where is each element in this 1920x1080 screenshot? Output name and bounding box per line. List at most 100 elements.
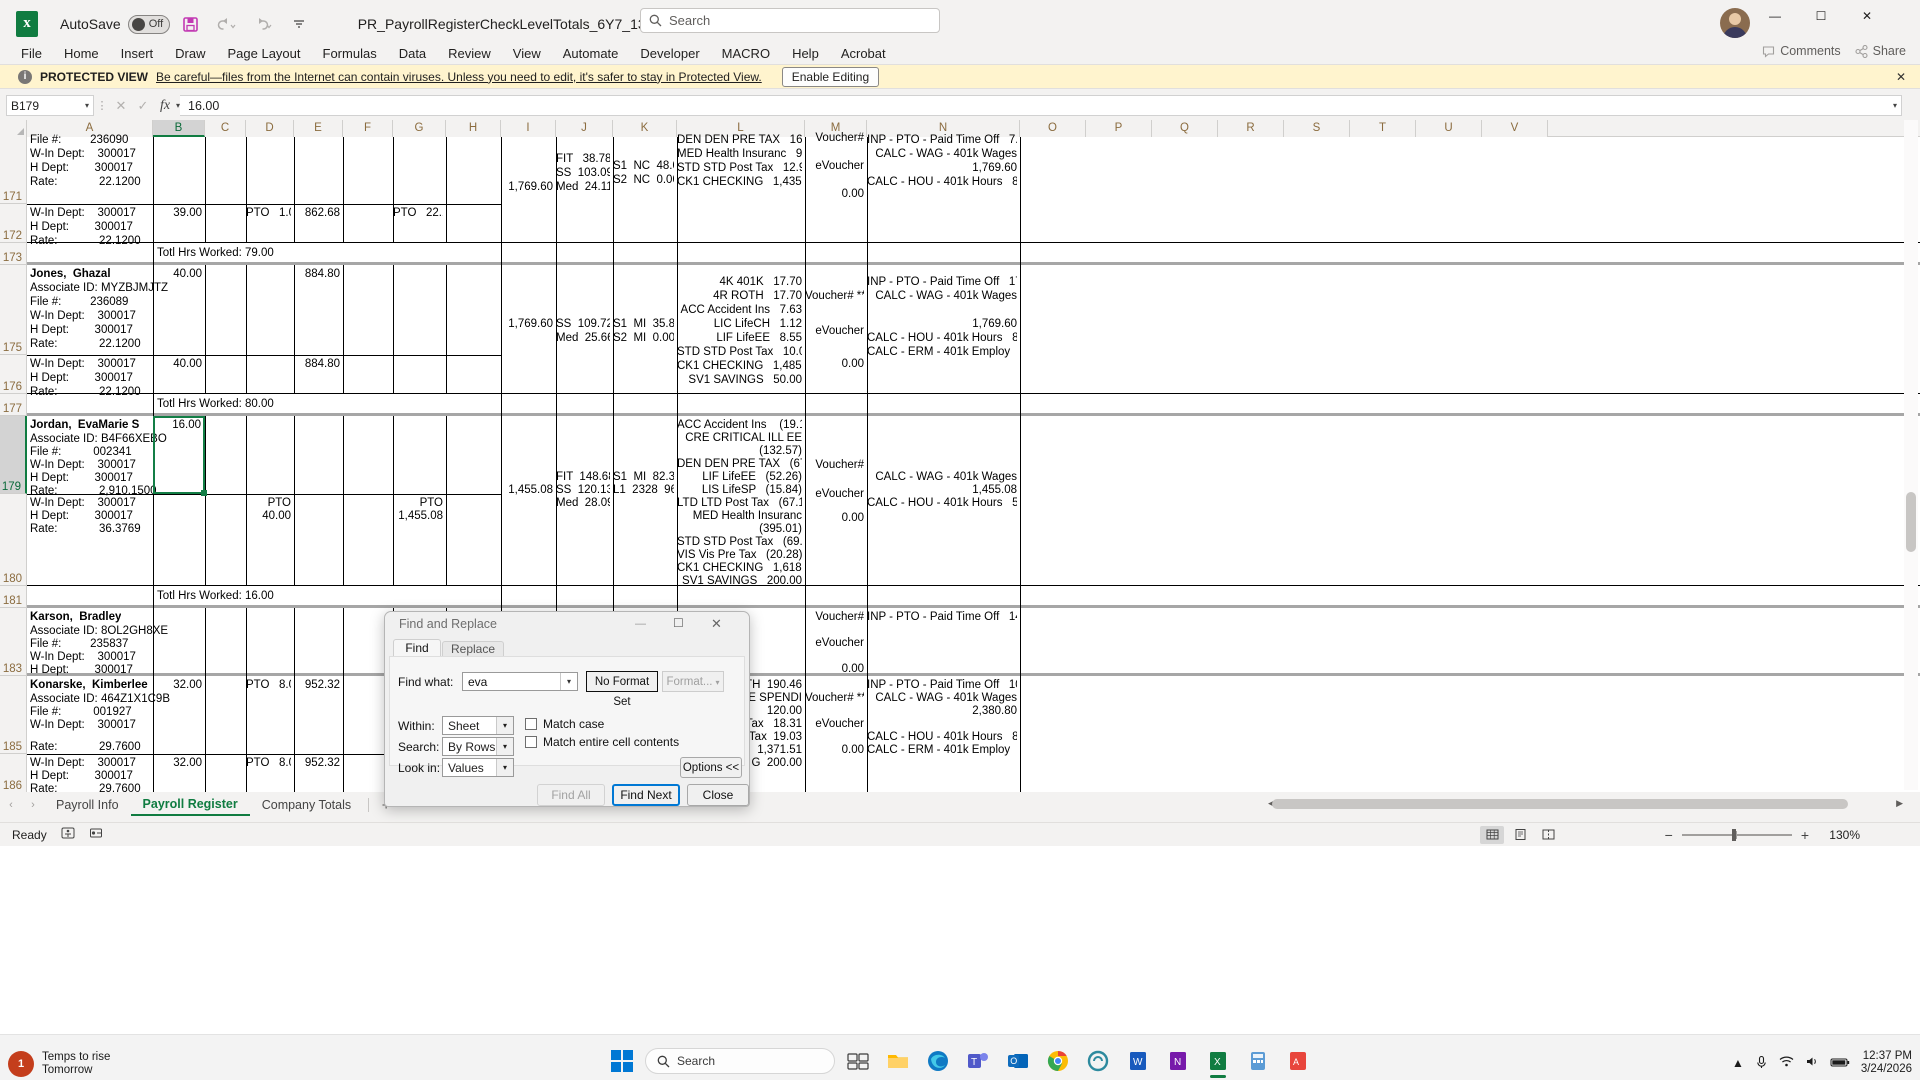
cell-total-hours[interactable]: Totl Hrs Worked: 80.00 bbox=[157, 398, 274, 410]
cell-l-den[interactable]: DEN DEN PRE TAX 16.18 bbox=[677, 134, 802, 146]
horizontal-scrollbar[interactable]: ◀ ▶ bbox=[1266, 797, 1906, 811]
cell-a-hdept[interactable]: H Dept: 300017 bbox=[30, 472, 133, 484]
column-header-g[interactable]: G bbox=[393, 120, 446, 137]
row-header-171[interactable]: 171 bbox=[0, 137, 27, 204]
cell-l-std[interactable]: STD STD Post Tax (69.78) bbox=[677, 536, 802, 548]
row-header-173[interactable]: 173 bbox=[0, 243, 27, 265]
ribbon-tab-file[interactable]: File bbox=[21, 45, 42, 61]
column-header-a[interactable]: A bbox=[27, 120, 153, 137]
cell-i-gross[interactable]: 1,455.08 bbox=[508, 484, 553, 496]
column-header-r[interactable]: R bbox=[1218, 120, 1284, 137]
cell-l-ck1[interactable]: CK1 CHECKING 1,485.62 bbox=[677, 360, 802, 372]
cell-b-hours[interactable]: 16.00 bbox=[172, 419, 201, 431]
row-header-181[interactable]: 181 bbox=[0, 586, 27, 608]
cell-l-sv1[interactable]: SV1 SAVINGS 200.00 bbox=[682, 575, 802, 587]
cell-l-std[interactable]: STD STD Post Tax 10.02 bbox=[677, 346, 802, 358]
dialog-title-bar[interactable]: Find and Replace — ☐ ✕ bbox=[385, 612, 749, 638]
column-header-q[interactable]: Q bbox=[1152, 120, 1218, 137]
match-case-checkbox-row[interactable]: Match case bbox=[525, 717, 604, 731]
cell-n-pto[interactable]: INP - PTO - Paid Time Off 14.97 bbox=[867, 611, 1017, 623]
cell-a-name[interactable]: Jones, Ghazal bbox=[30, 268, 111, 280]
zoom-slider-handle[interactable] bbox=[1731, 828, 1736, 841]
cell-m-amount[interactable]: 0.00 bbox=[841, 663, 864, 675]
cell-a-associd[interactable]: Associate ID: MYZBJMJTZ bbox=[30, 282, 169, 294]
column-header-h[interactable]: H bbox=[446, 120, 501, 137]
cell-e-amount[interactable]: 862.68 bbox=[304, 207, 340, 219]
cell-l-lis[interactable]: LIS LifeSP (15.84) bbox=[701, 484, 802, 496]
cell-a-file[interactable]: File #: 236090 bbox=[30, 134, 129, 146]
system-clock[interactable]: 12:37 PM 3/24/2026 bbox=[1861, 1050, 1912, 1076]
column-header-m[interactable]: M bbox=[805, 120, 867, 137]
onenote-icon[interactable]: N bbox=[1161, 1046, 1195, 1076]
cell-n-wagamt[interactable]: 2,380.80 bbox=[972, 705, 1017, 717]
cell-n-wagamt[interactable]: 1,769.60 bbox=[972, 318, 1017, 330]
cell-a-rate[interactable]: Rate: 29.7600 bbox=[30, 741, 141, 753]
maximize-button[interactable]: ☐ bbox=[1815, 9, 1827, 23]
sheet-tab-company-totals[interactable]: Company Totals bbox=[261, 798, 352, 812]
cell-l-savings[interactable]: G 200.00 bbox=[751, 757, 802, 769]
taskbar-search-input[interactable]: Search bbox=[645, 1048, 835, 1074]
cell-m-evoucher[interactable]: eVoucher bbox=[815, 488, 864, 500]
teams-icon[interactable]: T bbox=[961, 1046, 995, 1076]
cell-m-voucher[interactable]: Voucher# bbox=[815, 459, 864, 471]
file-explorer-icon[interactable] bbox=[881, 1046, 915, 1076]
cell-total-hours[interactable]: Totl Hrs Worked: 16.00 bbox=[157, 590, 274, 602]
cell-k-s2[interactable]: S2 MI 0.00 bbox=[613, 332, 674, 344]
cell-total-hours[interactable]: Totl Hrs Worked: 79.00 bbox=[157, 247, 274, 259]
cell-m-voucher[interactable]: Voucher# ** bbox=[805, 692, 864, 704]
vertical-scrollbar[interactable] bbox=[1904, 120, 1918, 790]
formula-bar-handle[interactable]: ⋮ bbox=[96, 100, 108, 112]
cell-l-roth[interactable]: 4R ROTH 17.70 bbox=[713, 290, 802, 302]
cell-a-windept2[interactable]: W-In Dept: 300017 bbox=[30, 207, 136, 219]
cell-a-windept[interactable]: W-In Dept: 300017 bbox=[30, 719, 136, 731]
cell-b-hours[interactable]: 32.00 bbox=[173, 679, 202, 691]
enable-editing-button[interactable]: Enable Editing bbox=[781, 66, 880, 87]
cell-a-windept[interactable]: W-In Dept: 300017 bbox=[30, 310, 136, 322]
ribbon-tab-home[interactable]: Home bbox=[63, 45, 99, 61]
cell-j-med[interactable]: Med 24.11 bbox=[556, 181, 610, 193]
cell-a-rate[interactable]: Rate: 22.1200 bbox=[30, 338, 141, 350]
cell-a-file[interactable]: File #: 002341 bbox=[30, 446, 132, 458]
cell-n-pto[interactable]: INP - PTO - Paid Time Off 17.00 bbox=[867, 276, 1017, 288]
cell-a-associd[interactable]: Associate ID: 8OL2GH8XE bbox=[30, 625, 169, 637]
sheet-tab-payroll-register[interactable]: Payroll Register bbox=[130, 794, 250, 816]
start-icon[interactable] bbox=[605, 1046, 639, 1076]
cell-a-windept2[interactable]: W-In Dept: 300017 bbox=[30, 497, 136, 509]
page-layout-icon[interactable] bbox=[1508, 826, 1532, 844]
chevron-down-icon[interactable]: ▾ bbox=[496, 738, 513, 755]
cell-a-rate[interactable]: Rate: 2,910.1500 bbox=[30, 485, 157, 497]
cell-k-s2[interactable]: S2 NC 0.00 bbox=[613, 174, 674, 186]
row-header-186[interactable]: 186 bbox=[0, 754, 27, 792]
cell-m-voucher[interactable]: Voucher# bbox=[815, 132, 864, 144]
minimize-button[interactable]: — bbox=[1769, 9, 1781, 23]
cell-l-lif[interactable]: LIF LifeEE 8.55 bbox=[716, 332, 802, 344]
cell-l-den[interactable]: DEN DEN PRE TAX (67.23) bbox=[677, 458, 802, 470]
cell-m-evoucher[interactable]: eVoucher bbox=[815, 718, 864, 730]
no-format-set-button[interactable]: No Format Set bbox=[586, 671, 658, 708]
chevron-down-icon[interactable]: ▾ bbox=[560, 673, 577, 690]
horizontal-scroll-thumb[interactable] bbox=[1272, 799, 1848, 809]
row-header-180[interactable]: 180 bbox=[0, 494, 27, 586]
cell-a-hdept[interactable]: H Dept: 300017 bbox=[30, 162, 133, 174]
calculator-icon[interactable] bbox=[1241, 1046, 1275, 1076]
tab-replace[interactable]: Replace bbox=[442, 641, 504, 657]
cell-n-wagamt[interactable]: 1,455.08 bbox=[972, 484, 1017, 496]
cell-n-wagamt[interactable]: 1,769.60 bbox=[972, 162, 1017, 174]
cell-l-cre[interactable]: CRE CRITICAL ILL EE bbox=[685, 432, 802, 444]
cell-n-hou[interactable]: CALC - HOU - 401k Hours 80.00 bbox=[867, 731, 1017, 743]
chevron-down-icon[interactable]: ▾ bbox=[176, 101, 181, 110]
cell-l-acc[interactable]: ACC Accident Ins 7.63 bbox=[680, 304, 802, 316]
row-header-177[interactable]: 177 bbox=[0, 394, 27, 416]
cell-g-pto[interactable]: PTO 22.12 bbox=[393, 207, 443, 219]
chevron-down-icon[interactable]: ▾ bbox=[496, 759, 513, 776]
cell-a-windept2[interactable]: W-In Dept: 300017 bbox=[30, 358, 136, 370]
comments-button[interactable]: Comments bbox=[1762, 44, 1841, 58]
column-header-f[interactable]: F bbox=[343, 120, 393, 137]
column-header-d[interactable]: D bbox=[246, 120, 294, 137]
find-all-button[interactable]: Find All bbox=[537, 784, 605, 806]
cell-j-ss[interactable]: SS 120.13 bbox=[556, 484, 610, 496]
chevron-up-icon[interactable]: ▲ bbox=[1731, 1056, 1744, 1070]
word-icon[interactable]: W bbox=[1121, 1046, 1155, 1076]
zoom-in-button[interactable]: + bbox=[1800, 826, 1809, 843]
close-button[interactable]: ✕ bbox=[1861, 9, 1873, 23]
